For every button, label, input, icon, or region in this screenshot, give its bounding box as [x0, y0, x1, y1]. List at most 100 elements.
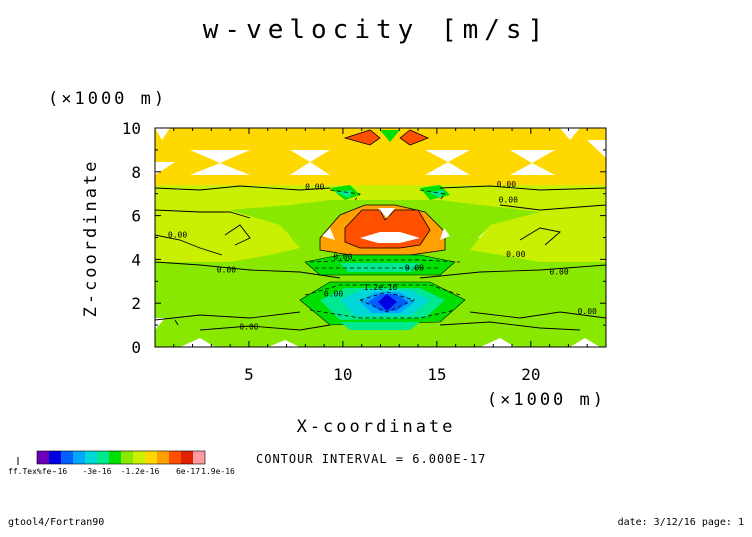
legend-swatch [37, 451, 49, 464]
contour-line [154, 185, 331, 191]
contour-line [519, 227, 561, 246]
white-patch [155, 128, 170, 140]
contour-interval-label: CONTOUR INTERVAL = 6.000E-17 [256, 452, 486, 466]
green-patch [428, 190, 445, 198]
white-bottom [180, 338, 215, 347]
white-notch-right [440, 228, 450, 240]
x-tick-label: 10 [333, 365, 352, 384]
legend-swatch [109, 451, 121, 464]
light-band-left [155, 210, 300, 262]
legend-tick-label: -1.2e-16 [121, 467, 160, 476]
plot-area: 0.00 0.00 0.00 0.00 0.00 0.00 0.00 0.00 0.00 0.00… [122, 119, 607, 384]
legend-prefix: ff.Tex%fe- [8, 467, 56, 476]
legend-swatch [157, 451, 169, 464]
white-notch [378, 208, 395, 218]
y-tick-label: 6 [131, 207, 141, 226]
white-patch [290, 150, 330, 162]
contour-line [154, 261, 341, 279]
legend-swatch [181, 451, 193, 464]
white-bottom [155, 318, 165, 330]
white-patch [290, 162, 330, 175]
contour-line [439, 321, 581, 331]
white-notch-left [322, 228, 335, 240]
contour-line [154, 311, 301, 321]
y-ticks: 0 2 4 6 8 10 [122, 119, 606, 357]
footer-right: date: 3/12/16 page: 1 [618, 517, 744, 528]
contour-label: 0.00 [549, 268, 568, 277]
legend-tick-label: -3e-16 [83, 467, 112, 476]
red-lobe-top-right [399, 129, 430, 146]
x-tick-label: 5 [244, 365, 254, 384]
dashed-contour [309, 259, 461, 263]
deep-blue-core [378, 294, 397, 311]
contour-label: 0.00 [239, 322, 258, 331]
chart-title: w-velocity [m/s] [203, 15, 549, 45]
y-tick-label: 0 [131, 338, 141, 357]
white-patch [425, 162, 470, 175]
contour-line [154, 209, 251, 219]
legend-swatch [73, 451, 85, 464]
x-unit-label: (×1000 m) [487, 390, 606, 410]
contour-line [174, 319, 179, 326]
contour-labels: 0.00 0.00 0.00 0.00 0.00 0.00 0.00 0.00 0.00 0.00… [168, 180, 597, 331]
x-axis-title: X-coordinate [297, 417, 456, 437]
light-band [155, 185, 606, 212]
white-patch [425, 150, 470, 162]
legend-swatch [193, 451, 205, 464]
contour-label: 0.00 [305, 182, 324, 191]
contour-label: 0.00 [324, 290, 343, 299]
green-spot-top [380, 130, 400, 142]
y-tick-label: 10 [122, 119, 141, 138]
contour-label: 0.00 [405, 263, 424, 272]
contour-label: 0.00 [499, 195, 518, 204]
contour-line [419, 264, 607, 279]
contour-line [469, 311, 607, 319]
dashed-contour [304, 284, 461, 296]
y-unit-label: (×1000 m) [48, 89, 167, 109]
y-tick-label: 8 [131, 163, 141, 182]
dashed-contour [359, 291, 416, 313]
white-patch [560, 128, 580, 140]
legend-swatch [61, 451, 73, 464]
footer-left: gtool4/Fortran90 [8, 517, 104, 528]
contour-label: 0.00 [497, 180, 516, 189]
dashed-contour [419, 189, 446, 201]
contour-line [224, 224, 251, 246]
legend-swatch [121, 451, 133, 464]
contour-line [154, 234, 223, 256]
legend-swatch [169, 451, 181, 464]
x-ticks: 5 10 15 20 [173, 128, 588, 384]
cyan-bottom [340, 322, 420, 330]
contour-line [439, 185, 607, 191]
legend-tick-label: 1.9e-16 [201, 467, 235, 476]
contour-label: 1.2e-16 [364, 283, 398, 292]
red-lobe-top-left [343, 129, 381, 146]
legend-swatch [97, 451, 109, 464]
dashed-contour [329, 189, 361, 201]
contour-label: 0.00 [506, 250, 525, 259]
white-patch [510, 163, 555, 175]
legend-swatch [133, 451, 145, 464]
contour-line [199, 324, 331, 331]
yellow-upper-band [155, 128, 606, 185]
dashed-contour [309, 309, 456, 319]
cyan-band-mid [340, 263, 420, 272]
contour-lines [154, 185, 607, 331]
white-bottom [570, 338, 600, 347]
legend-swatch [85, 451, 97, 464]
white-bottom [480, 338, 515, 347]
legend-tick-label: -16 [53, 467, 68, 476]
white-core [360, 232, 420, 243]
y-tick-label: 2 [131, 294, 141, 313]
legend-swatch [49, 451, 61, 464]
white-bottom [268, 340, 300, 347]
legend-swatch [145, 451, 157, 464]
contour-label: 0.00 [333, 252, 352, 261]
x-tick-label: 20 [521, 365, 540, 384]
y-axis-title: Z-coordinate [81, 159, 101, 318]
light-band-right [470, 210, 606, 262]
contour-line [499, 204, 607, 211]
white-patch [190, 163, 250, 175]
y-tick-label: 4 [131, 250, 141, 269]
